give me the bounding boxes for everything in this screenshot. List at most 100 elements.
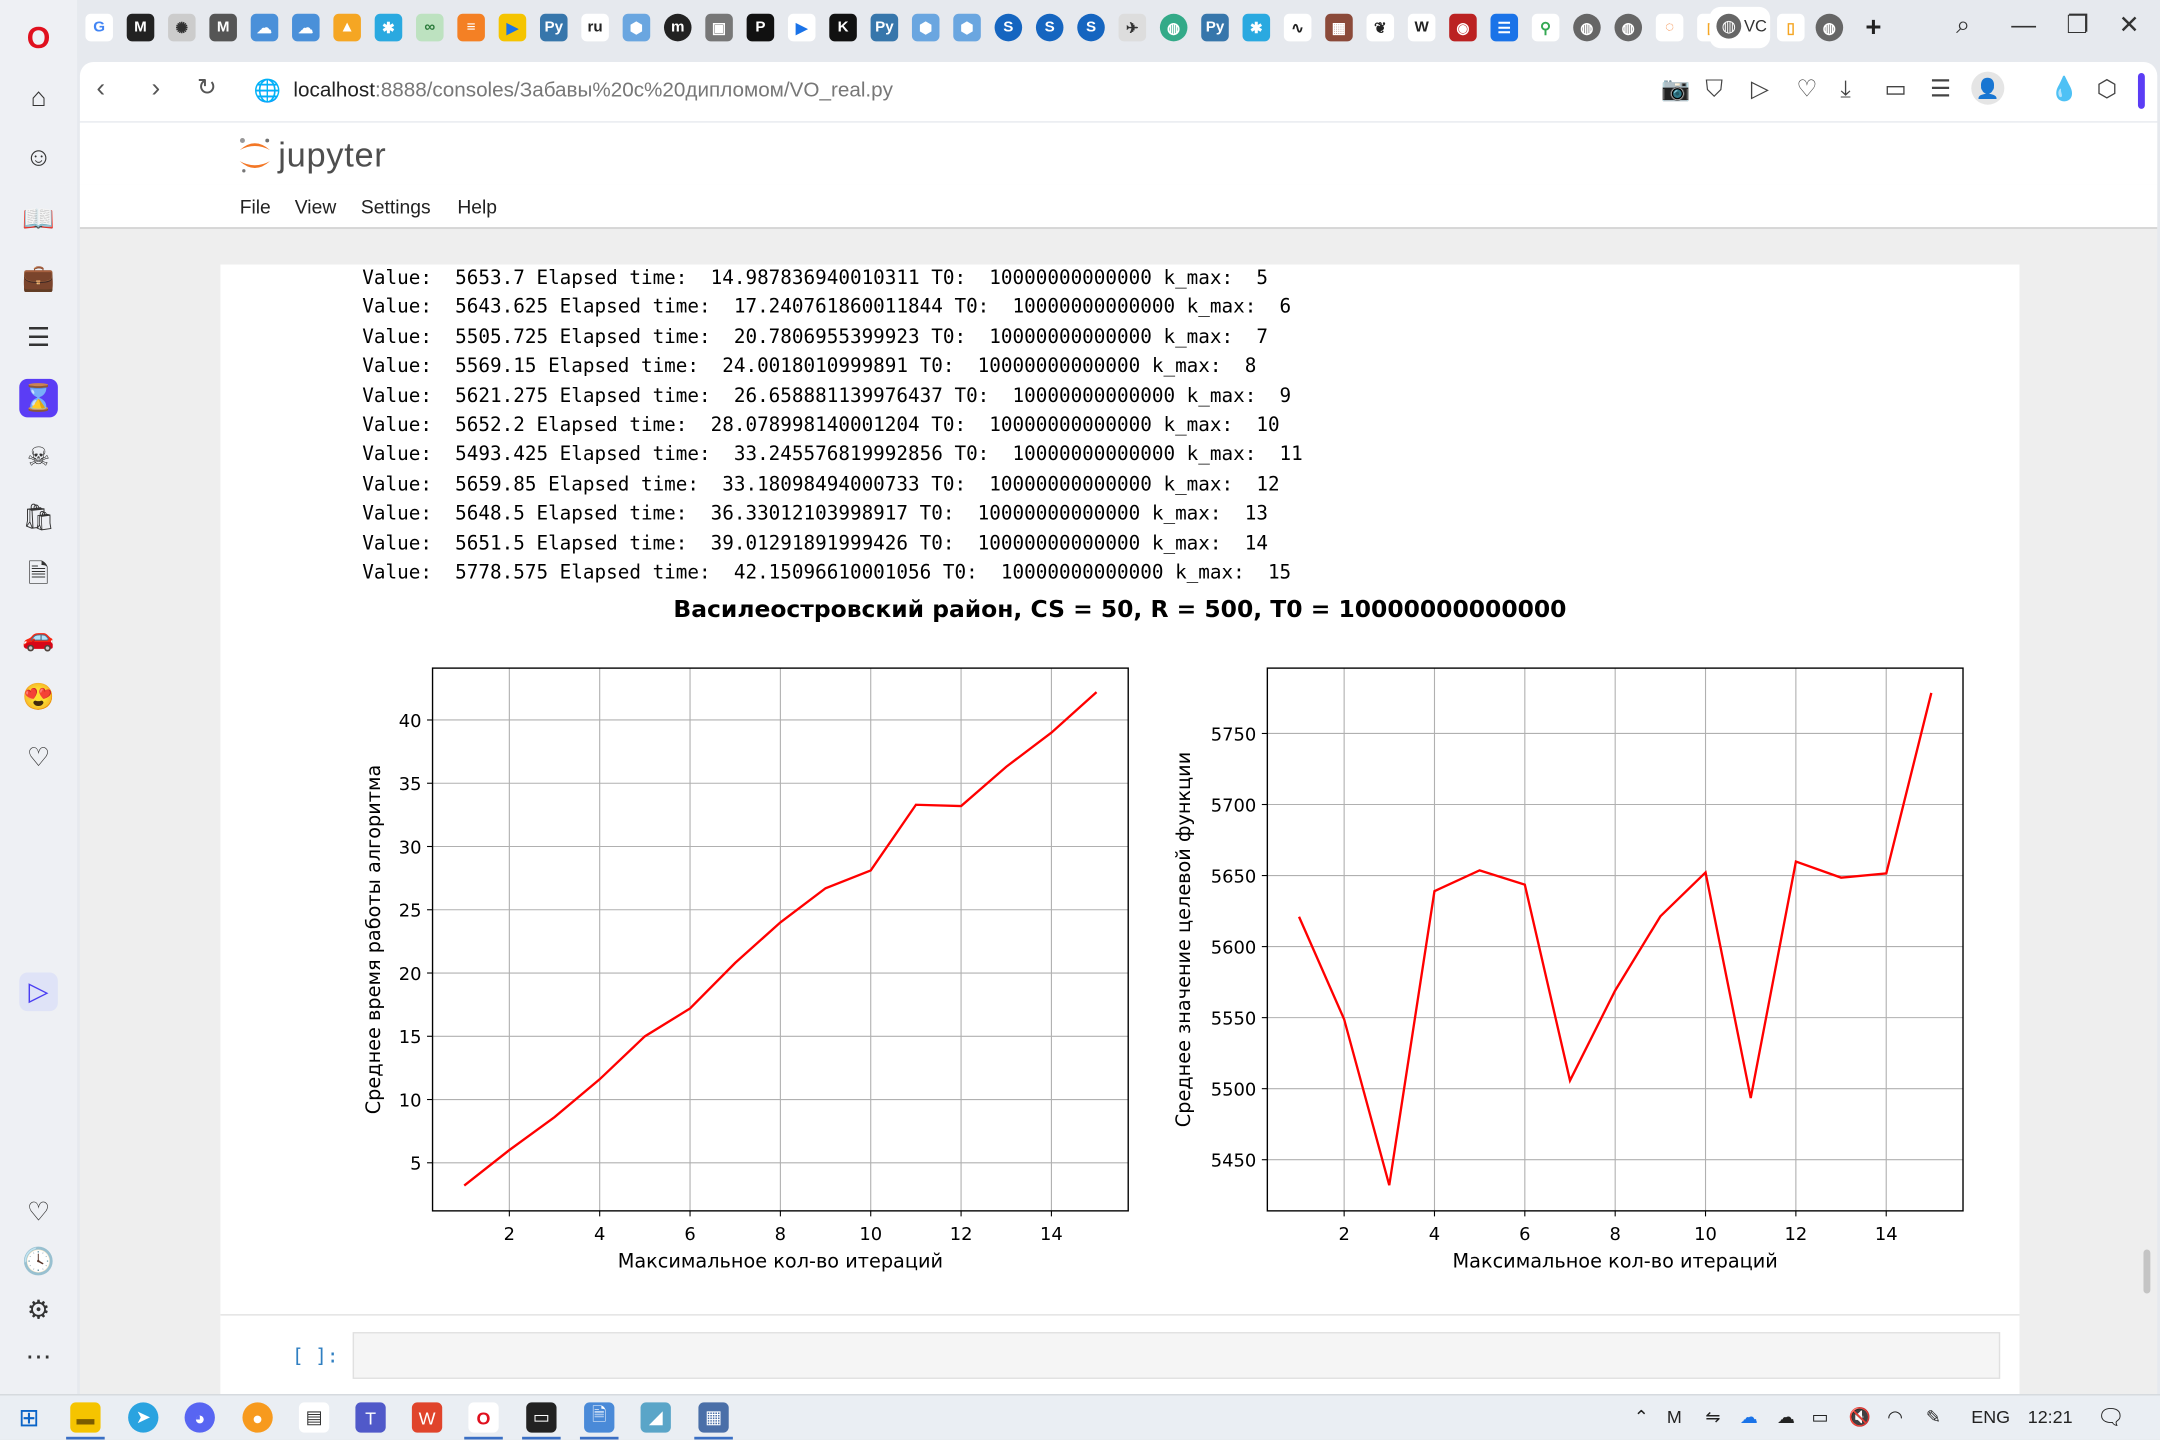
tab-icon[interactable]: ▶ xyxy=(787,13,816,42)
battery-icon[interactable]: ▭ xyxy=(1811,1406,1829,1428)
tab-icon[interactable]: ◉ xyxy=(1449,13,1477,42)
menu-help[interactable]: Help xyxy=(457,195,498,218)
cube-icon[interactable]: ⬡ xyxy=(2096,75,2118,102)
tab-icon[interactable]: ⬢ xyxy=(622,13,651,42)
notepad-icon[interactable]: 🗎 xyxy=(584,1402,615,1433)
tray-icon[interactable]: M xyxy=(1666,1406,1682,1428)
tab-icon[interactable]: ✺ xyxy=(168,13,196,42)
tab-icon[interactable]: S xyxy=(1035,13,1064,42)
skull-icon[interactable]: ☠ xyxy=(26,442,51,472)
teams-icon[interactable]: T xyxy=(355,1402,386,1433)
jupyter-logo[interactable]: jupyter xyxy=(237,135,387,176)
tray-chevron-icon[interactable]: ⌃ xyxy=(1633,1406,1649,1428)
app-icon[interactable]: ◢ xyxy=(640,1402,671,1433)
tab-icon[interactable]: ❦ xyxy=(1366,13,1395,42)
windows-start-icon[interactable]: ⊞ xyxy=(18,1403,40,1431)
tab-icon[interactable]: K xyxy=(829,13,857,42)
file-tab-icon[interactable]: ▯ xyxy=(1777,13,1805,42)
download-icon[interactable]: ⤓ xyxy=(1840,75,1851,102)
stackoverflow-tab-icon[interactable]: ≡ xyxy=(457,13,485,42)
tab-icon[interactable]: ▲ xyxy=(333,13,361,42)
snapshot-icon[interactable]: ▭ xyxy=(1884,75,1907,102)
volume-icon[interactable]: 🔇 xyxy=(1848,1406,1871,1428)
profile-icon[interactable]: 👤 xyxy=(1971,71,2005,105)
terminal-icon[interactable]: ▭ xyxy=(526,1402,557,1433)
tab-icon[interactable]: ▣ xyxy=(705,13,733,42)
clock[interactable]: 12:21 xyxy=(2027,1406,2073,1428)
new-tab-icon[interactable]: + xyxy=(1865,11,1882,43)
home-icon[interactable]: ⌂ xyxy=(30,84,47,113)
menu-settings[interactable]: Settings xyxy=(360,195,431,218)
forward-icon[interactable]: › xyxy=(151,74,161,104)
globe-tab-icon[interactable]: ◍ xyxy=(1159,13,1188,42)
restore-icon[interactable]: ❐ xyxy=(2066,11,2089,39)
site-info-icon[interactable]: 🌐 xyxy=(253,79,281,104)
star-eyes-emoji-icon[interactable]: 😍 xyxy=(22,683,55,713)
gmail-tab-icon[interactable]: M xyxy=(209,13,237,42)
code-input[interactable] xyxy=(352,1332,2001,1379)
heart-icon[interactable]: ♡ xyxy=(26,1197,51,1227)
onedrive-icon[interactable]: ☁ xyxy=(1777,1406,1795,1428)
url-field[interactable]: localhost:8888/consoles/Забавы%20с%20дип… xyxy=(293,79,893,102)
book-icon[interactable]: 📖 xyxy=(22,205,55,235)
tab-icon[interactable]: ☁ xyxy=(292,13,320,42)
heart-icon[interactable]: ♡ xyxy=(1796,75,1818,102)
wikipedia-tab-icon[interactable]: W xyxy=(1407,13,1436,42)
python-tab-icon[interactable]: Py xyxy=(539,13,568,42)
tab-icon[interactable]: ⬢ xyxy=(911,13,940,42)
tab-icon[interactable]: ☁ xyxy=(250,13,279,42)
briefcase-icon[interactable]: 💼 xyxy=(22,264,55,294)
search-tabs-icon[interactable]: ⌕ xyxy=(1956,11,1971,39)
shield-icon[interactable]: ⛉ xyxy=(1705,75,1723,102)
tab-icon[interactable]: S xyxy=(1077,13,1105,42)
aria-icon[interactable]: ▷ xyxy=(19,972,58,1012)
tab-icon[interactable]: ▶ xyxy=(498,13,527,42)
tab-icon[interactable]: M xyxy=(126,13,155,42)
tab-icon[interactable]: ⬢ xyxy=(953,13,981,42)
reload-icon[interactable]: ↻ xyxy=(196,74,217,101)
scrollbar-thumb[interactable] xyxy=(2143,1249,2151,1294)
opera-taskbar-icon[interactable]: O xyxy=(468,1402,499,1433)
hourglass-icon[interactable]: ⌛ xyxy=(19,378,58,418)
google-tab-icon[interactable]: G xyxy=(85,13,113,42)
file-explorer-icon[interactable]: ▬ xyxy=(70,1402,101,1433)
menu-file[interactable]: File xyxy=(239,195,271,218)
tab-icon[interactable]: ∞ xyxy=(416,13,444,42)
jupyter-tab-icon[interactable]: ◌ xyxy=(1655,13,1684,42)
more-icon[interactable]: ⋯ xyxy=(25,1342,52,1372)
globe-tab-icon[interactable]: ◍ xyxy=(1815,13,1844,42)
console-panel[interactable]: Value: 5653.7 Elapsed time: 14.987836940… xyxy=(220,264,2151,1396)
tab-icon[interactable]: ✈ xyxy=(1118,13,1147,42)
tab-icon[interactable]: ✱ xyxy=(374,13,403,42)
tab-icon[interactable]: P xyxy=(746,13,775,42)
list-icon[interactable]: ☰ xyxy=(26,323,51,352)
discord-icon[interactable]: ◕ xyxy=(184,1402,215,1433)
vpn-drop-icon[interactable]: 💧 xyxy=(2049,75,2079,102)
calculator-icon[interactable]: ▦ xyxy=(698,1402,729,1433)
menu-view[interactable]: View xyxy=(294,195,337,218)
tab-icon[interactable]: S xyxy=(994,13,1023,42)
car-icon[interactable]: 🚗 xyxy=(22,624,55,653)
tab-icon[interactable]: m xyxy=(663,13,692,42)
telegram-icon[interactable]: ➤ xyxy=(128,1402,159,1433)
pen-icon[interactable]: ✎ xyxy=(1925,1406,1941,1428)
app-icon[interactable]: ▤ xyxy=(298,1402,330,1433)
history-icon[interactable]: 🕓 xyxy=(22,1248,55,1277)
sidebar-toggle-icon[interactable] xyxy=(2137,73,2145,109)
settings-icon[interactable]: ⚙ xyxy=(26,1295,51,1325)
minimize-icon[interactable]: — xyxy=(2011,11,2037,39)
bag-icon[interactable]: 🛍 xyxy=(21,504,56,534)
language-indicator[interactable]: ENG xyxy=(1971,1406,2011,1428)
onedrive-icon[interactable]: ☁ xyxy=(1739,1406,1758,1428)
close-icon[interactable]: ✕ xyxy=(2118,11,2140,39)
tab-icon[interactable]: ✱ xyxy=(1242,13,1271,42)
tab-icon[interactable]: ▦ xyxy=(1325,13,1353,42)
globe-tab-icon[interactable]: ◍ xyxy=(1573,13,1601,42)
active-tab[interactable]: ◍ VC xyxy=(1709,6,1771,49)
app-icon[interactable]: W xyxy=(411,1402,443,1433)
easy-setup-icon[interactable]: ☰ xyxy=(1929,75,1951,102)
tab-icon[interactable]: ru xyxy=(581,13,609,42)
camera-icon[interactable]: 📷 xyxy=(1661,75,1691,102)
play-icon[interactable]: ▷ xyxy=(1750,75,1769,102)
tray-icon[interactable]: ⇋ xyxy=(1705,1406,1721,1428)
